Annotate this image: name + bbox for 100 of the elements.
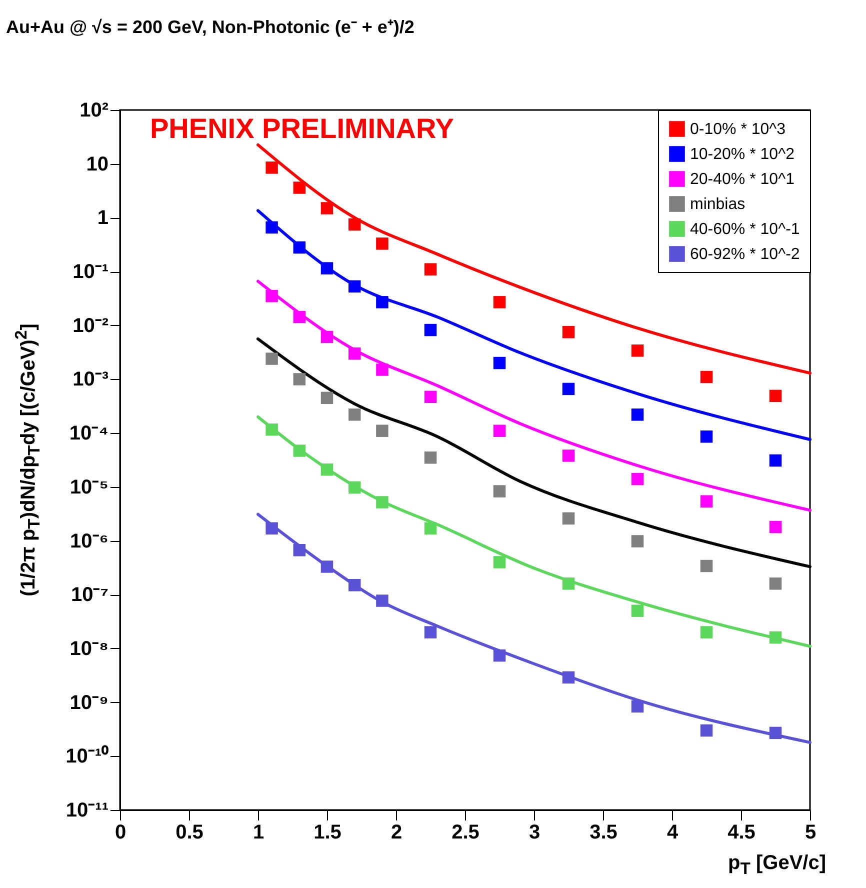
- point: [769, 726, 782, 740]
- point: [348, 579, 361, 592]
- point: [700, 724, 713, 737]
- x-tick-label: 3.5: [590, 822, 618, 844]
- point: [631, 408, 644, 421]
- y-tick-label: 10²: [80, 100, 109, 122]
- point: [562, 578, 575, 590]
- point: [266, 162, 278, 174]
- point: [631, 535, 644, 548]
- point: [769, 631, 782, 644]
- point: [769, 390, 782, 402]
- y-tick-label: 10⁻⁴: [69, 422, 108, 445]
- point: [424, 626, 437, 638]
- legend-label: 10-20% * 10^2: [690, 146, 795, 163]
- line-series: [256, 512, 812, 744]
- x-tick-label: 1: [252, 822, 264, 844]
- y-tick-label: 10: [86, 153, 108, 176]
- point: [320, 330, 334, 344]
- x-axis-title: p$_{T}$ [GeV/c]: [728, 852, 826, 879]
- point: [293, 241, 306, 254]
- point: [769, 454, 782, 467]
- point: [320, 262, 334, 274]
- point: [493, 485, 506, 498]
- point: [293, 310, 306, 324]
- legend-label: 0-10% * 10^3: [690, 121, 786, 138]
- point: [493, 424, 506, 437]
- point: [700, 495, 713, 508]
- point: [266, 423, 278, 436]
- point: [493, 356, 506, 370]
- point: [562, 382, 575, 396]
- point: [562, 450, 575, 462]
- line-series: [256, 143, 812, 375]
- y-tick-label: 10⁻¹¹: [66, 800, 109, 822]
- point: [266, 221, 278, 234]
- x-tick-label: 0.5: [176, 822, 204, 844]
- x-tick-label: 4: [666, 822, 679, 844]
- point: [376, 237, 388, 250]
- point: [376, 424, 388, 437]
- x-tick-label: 4.5: [728, 822, 756, 844]
- y-tick-label: 10⁻⁶: [70, 530, 108, 552]
- point: [700, 370, 713, 384]
- point: [320, 392, 334, 404]
- point: [424, 390, 437, 404]
- point: [376, 496, 388, 508]
- point: [562, 671, 575, 684]
- point: [348, 481, 361, 494]
- point: [562, 512, 575, 525]
- y-tick-label: 10⁻²: [72, 314, 109, 337]
- point: [631, 604, 644, 617]
- point: [348, 218, 361, 231]
- point: [769, 520, 782, 534]
- point: [293, 373, 306, 386]
- line-series: [256, 209, 812, 441]
- y-tick-label: 1: [97, 207, 108, 230]
- legend-label: 20-40% * 10^1: [690, 171, 795, 188]
- point: [320, 202, 334, 214]
- point: [293, 182, 306, 194]
- point: [348, 280, 361, 293]
- legend-label: 40-60% * 10^-1: [690, 221, 800, 238]
- y-tick-label: 10⁻¹⁰: [66, 744, 108, 768]
- legend-label: minbias: [690, 196, 746, 213]
- point: [266, 522, 278, 534]
- chart-title: Au+Au @ √s = 200 GeV, Non-Photonic (e⁻ + e⁺)/2: [6, 16, 414, 38]
- point: [493, 556, 506, 568]
- point: [293, 544, 306, 556]
- x-tick-label: 2.5: [452, 822, 480, 844]
- x-tick-label: 3: [528, 822, 540, 844]
- point: [266, 352, 278, 365]
- point: [293, 444, 306, 457]
- y-tick-label: 10⁻⁹: [70, 692, 108, 714]
- legend-label: 60-92% * 10^-2: [690, 246, 800, 263]
- point: [631, 700, 644, 713]
- annotation: PHENIX PRELIMINARY: [150, 113, 454, 144]
- y-tick-label: 10⁻⁷: [71, 584, 108, 606]
- y-tick-label: 10⁻⁸: [70, 638, 108, 660]
- point: [493, 296, 506, 308]
- x-tick-label: 5: [804, 822, 816, 844]
- x-tick-label: 2: [390, 822, 402, 844]
- y-tick-label: 10⁻³: [72, 368, 109, 391]
- point: [376, 594, 388, 607]
- point: [348, 347, 361, 360]
- point: [424, 452, 437, 464]
- point: [424, 263, 437, 276]
- y-tick-label: 10⁻¹: [72, 261, 109, 284]
- point: [376, 296, 388, 308]
- x-tick-label: 0: [114, 822, 126, 844]
- x-tick-label: 1.5: [314, 822, 342, 844]
- point: [700, 430, 713, 443]
- point: [424, 324, 437, 336]
- point: [348, 408, 361, 421]
- line-series: [256, 415, 812, 648]
- point: [700, 560, 713, 572]
- point: [320, 463, 334, 476]
- point: [769, 578, 782, 590]
- point: [320, 560, 334, 573]
- point: [562, 326, 575, 338]
- point: [631, 472, 644, 486]
- line-series: [256, 280, 812, 512]
- point: [266, 290, 278, 302]
- y-tick-label: 10⁻⁵: [70, 476, 108, 498]
